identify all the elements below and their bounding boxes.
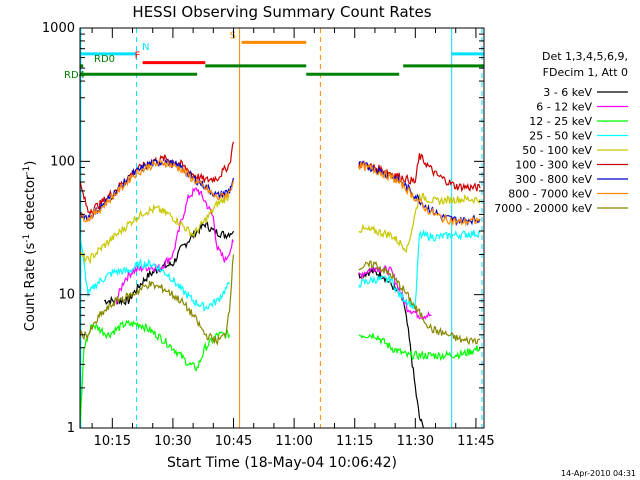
series-line: [358, 161, 481, 227]
y-axis-label-mid: detector: [23, 174, 38, 234]
series-line: [103, 221, 235, 306]
series-line: [79, 254, 235, 346]
x-tick-label: 11:30: [397, 434, 434, 449]
x-axis-label: Start Time (18-May-04 10:06:42): [167, 455, 397, 471]
legend-label: 25 - 50 keV: [529, 130, 592, 143]
y-axis-label: Count Rate (s-1 detector-1): [22, 161, 38, 332]
legend-label: 800 - 7000 keV: [508, 188, 592, 201]
x-tick-label: 11:45: [457, 434, 494, 449]
flag-label: RD4: [64, 70, 85, 81]
series-line: [115, 187, 234, 305]
timestamp: 14-Apr-2010 04:31: [561, 469, 636, 478]
legend-label: 100 - 300 keV: [515, 159, 592, 172]
y-axis: 1 10 100 1000: [42, 21, 484, 436]
flag-label: N: [142, 42, 149, 53]
y-tick-label: 100: [50, 154, 75, 169]
series-line: [79, 234, 231, 312]
series-line: [358, 265, 432, 320]
legend-label: 12 - 25 keV: [529, 115, 592, 128]
y-axis-label-sup1: -1: [22, 234, 32, 243]
series-line: [79, 194, 230, 265]
plot-frame: [79, 27, 485, 429]
chart-title: HESSI Observing Summary Count Rates: [132, 3, 431, 21]
series-line: [358, 192, 481, 254]
series-line: [358, 229, 481, 310]
x-tick-label: 11:15: [336, 434, 373, 449]
x-tick-label: 10:45: [215, 434, 252, 449]
series-line: [358, 153, 481, 193]
y-tick-label: 1000: [42, 21, 75, 36]
legend-header-line-2: FDecim 1, Att 0: [543, 66, 628, 79]
legend-label: 50 - 100 keV: [522, 144, 592, 157]
flag-label: F: [135, 51, 141, 62]
flag-bars: NF S RD0 RD4: [64, 28, 484, 428]
y-axis-label-sup2: -1: [22, 166, 32, 175]
legend-header-line-1: Det 1,3,4,5,6,9,: [542, 50, 628, 63]
legend: Det 1,3,4,5,6,9, FDecim 1, Att 0 3 - 6 k…: [494, 50, 628, 215]
series-group: [79, 141, 481, 429]
series-line: [79, 319, 231, 425]
y-tick-label: 10: [58, 288, 75, 303]
x-tick-label: 10:30: [154, 434, 191, 449]
series-line: [358, 260, 481, 346]
legend-label: 7000 - 20000 keV: [494, 202, 592, 215]
legend-label: 6 - 12 keV: [536, 101, 592, 114]
x-tick-label: 11:00: [275, 434, 312, 449]
series-line: [79, 159, 235, 223]
legend-label: 3 - 6 keV: [543, 86, 592, 99]
y-axis-label-end: ): [23, 161, 38, 166]
y-axis-label-main: Count Rate (s: [23, 243, 38, 332]
flag-label: S: [230, 30, 236, 41]
x-tick-label: 10:15: [94, 434, 131, 449]
series-line: [358, 333, 481, 362]
flag-label: RD0: [94, 54, 115, 65]
legend-label: 300 - 800 keV: [515, 173, 592, 186]
x-axis: 10:15 10:30 10:45 11:00 11:15 11:30 11:45: [91, 28, 495, 449]
y-tick-label: 1: [67, 421, 75, 436]
series-line: [358, 160, 481, 227]
